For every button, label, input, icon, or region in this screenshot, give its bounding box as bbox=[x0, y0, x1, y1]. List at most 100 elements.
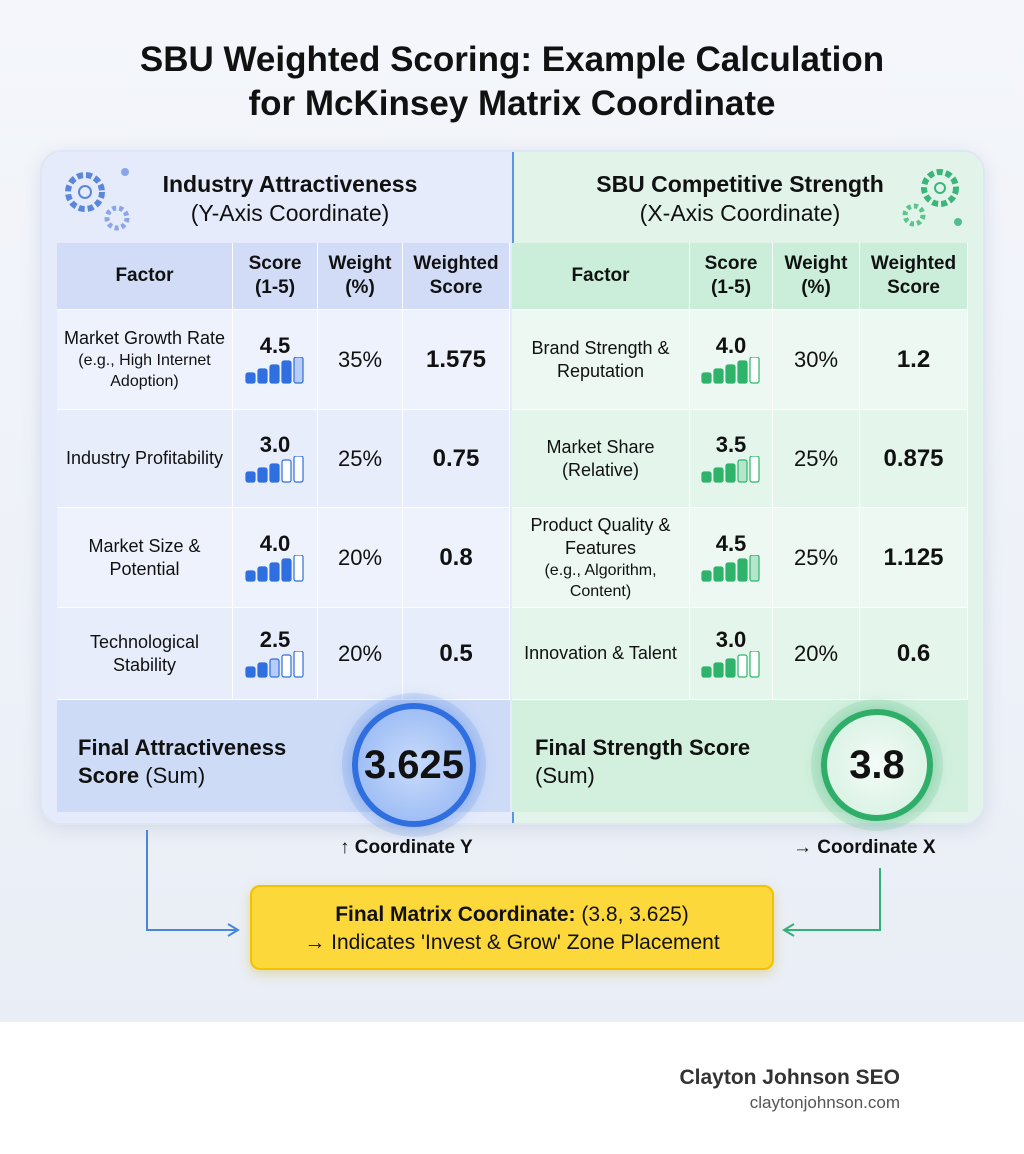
column-header: Weight (%) bbox=[773, 243, 860, 310]
weight-cell: 30% bbox=[773, 310, 860, 410]
score-bar bbox=[737, 558, 748, 582]
column-header: Score (1-5) bbox=[233, 243, 318, 310]
weighted-cell: 0.8 bbox=[403, 508, 510, 608]
score-bar bbox=[713, 662, 724, 678]
score-cell: 4.5 bbox=[690, 508, 773, 608]
column-header: Weight (%) bbox=[318, 243, 403, 310]
factor-cell: Market Growth Rate (e.g., High Internet A… bbox=[57, 310, 233, 410]
final-label: Final Attractiveness Score (Sum) bbox=[78, 734, 318, 790]
final-coordinate-box: Final Matrix Coordinate: (3.8, 3.625) → … bbox=[250, 885, 774, 970]
score: 4.5 bbox=[715, 531, 747, 556]
score-bars bbox=[701, 651, 760, 678]
weight-cell: 20% bbox=[318, 608, 403, 700]
score-cell: 3.5 bbox=[690, 410, 773, 508]
factor: Brand Strength & Reputation bbox=[531, 337, 670, 381]
factor-cell: Brand Strength & Reputation bbox=[512, 310, 690, 410]
weighted-cell: 0.5 bbox=[403, 608, 510, 700]
weighted-cell: 1.575 bbox=[403, 310, 510, 410]
factor: Market Share (Relative) bbox=[546, 436, 655, 480]
coordinate-label: → Coordinate X bbox=[793, 837, 936, 858]
score-cell: 4.0 bbox=[233, 508, 318, 608]
brand-url: claytonjohnson.com bbox=[749, 1093, 900, 1112]
column-header: Factor bbox=[57, 243, 233, 310]
score-bar bbox=[245, 570, 256, 582]
score-bar bbox=[293, 456, 304, 483]
score: 4.5 bbox=[259, 333, 291, 358]
factor-cell: Industry Profitability bbox=[57, 410, 233, 508]
weighted-cell: 1.2 bbox=[860, 310, 968, 410]
score-bar bbox=[257, 566, 268, 582]
column-header: Weighted Score bbox=[860, 243, 968, 310]
coordinate-label: ↑ Coordinate Y bbox=[340, 837, 473, 858]
column-header: Weighted Score bbox=[403, 243, 510, 310]
score-bar bbox=[713, 566, 724, 582]
score-bar bbox=[749, 456, 760, 483]
column-header: Score (1-5) bbox=[690, 243, 773, 310]
coordinate-value: (3.8, 3.625) bbox=[581, 903, 689, 926]
coordinate-note: → Indicates 'Invest & Grow' Zone Placeme… bbox=[304, 931, 720, 954]
factor-cell: Market Share (Relative) bbox=[512, 410, 690, 508]
weight-cell: 20% bbox=[773, 608, 860, 700]
score-bar bbox=[713, 368, 724, 384]
score-bar bbox=[725, 562, 736, 582]
score-bar bbox=[737, 654, 748, 678]
factor-cell: Innovation & Talent bbox=[512, 608, 690, 700]
score-bar bbox=[245, 666, 256, 678]
score-bar bbox=[737, 459, 748, 483]
weight-cell: 20% bbox=[318, 508, 403, 608]
final-score: 3.8 bbox=[821, 709, 933, 821]
coordinate-label: Final Matrix Coordinate: bbox=[335, 903, 576, 926]
score-bar bbox=[293, 357, 304, 384]
factor-cell: Technological Stability bbox=[57, 608, 233, 700]
score-bar bbox=[701, 471, 712, 483]
weighted-cell: 0.6 bbox=[860, 608, 968, 700]
score: 3.5 bbox=[715, 432, 747, 457]
final-score: 3.625 bbox=[352, 703, 476, 827]
score-cell: 2.5 bbox=[233, 608, 318, 700]
factor: Market Growth Rate bbox=[63, 328, 226, 348]
factor: Product Quality & Features bbox=[530, 514, 671, 558]
subheading: (Y-Axis Coordinate) bbox=[190, 200, 390, 226]
score-bar bbox=[701, 372, 712, 384]
title-line: for McKinsey Matrix Coordinate bbox=[248, 84, 776, 123]
weighted-cell: 0.75 bbox=[403, 410, 510, 508]
factor: Industry Profitability bbox=[65, 448, 224, 468]
title: SBU Weighted Scoring: Example Calculatio… bbox=[0, 38, 1024, 126]
score-bar bbox=[269, 364, 280, 384]
score-bars bbox=[245, 357, 304, 384]
score-bar bbox=[701, 570, 712, 582]
score-bars bbox=[245, 555, 304, 582]
score: 2.5 bbox=[259, 627, 291, 652]
score-bar bbox=[281, 459, 292, 483]
brand-name: Clayton Johnson SEO bbox=[679, 1066, 900, 1089]
factor: Technological Stability bbox=[89, 631, 200, 675]
factor-note: (e.g., Algorithm, Content) bbox=[544, 561, 657, 600]
score-bars bbox=[701, 357, 760, 384]
heading: SBU Competitive Strength bbox=[596, 171, 884, 197]
score-bar bbox=[713, 467, 724, 483]
score: 4.0 bbox=[715, 333, 747, 358]
panel-heading: SBU Competitive Strength (X-Axis Coordina… bbox=[570, 170, 910, 228]
score-bar bbox=[257, 368, 268, 384]
score-bars bbox=[701, 555, 760, 582]
score: 3.0 bbox=[715, 627, 747, 652]
score-bar bbox=[725, 463, 736, 483]
factor: Market Size & Potential bbox=[88, 535, 201, 579]
weight-cell: 25% bbox=[773, 410, 860, 508]
weighted-cell: 0.875 bbox=[860, 410, 968, 508]
score-bar bbox=[245, 372, 256, 384]
factor-note: (e.g., High Internet Adoption) bbox=[78, 352, 211, 390]
score-cell: 3.0 bbox=[233, 410, 318, 508]
factor: Innovation & Talent bbox=[524, 643, 677, 663]
heading: Industry Attractiveness bbox=[162, 171, 418, 197]
score-bar bbox=[749, 555, 760, 582]
score-bar bbox=[701, 666, 712, 678]
score-bars bbox=[701, 456, 760, 483]
table: Factor Score (1-5) Weight (%) Weighted Scor… bbox=[57, 243, 510, 700]
weight-cell: 35% bbox=[318, 310, 403, 410]
score-bar bbox=[293, 555, 304, 582]
score: 3.0 bbox=[259, 432, 291, 457]
score-cell: 4.0 bbox=[690, 310, 773, 410]
subheading: (X-Axis Coordinate) bbox=[639, 200, 841, 226]
